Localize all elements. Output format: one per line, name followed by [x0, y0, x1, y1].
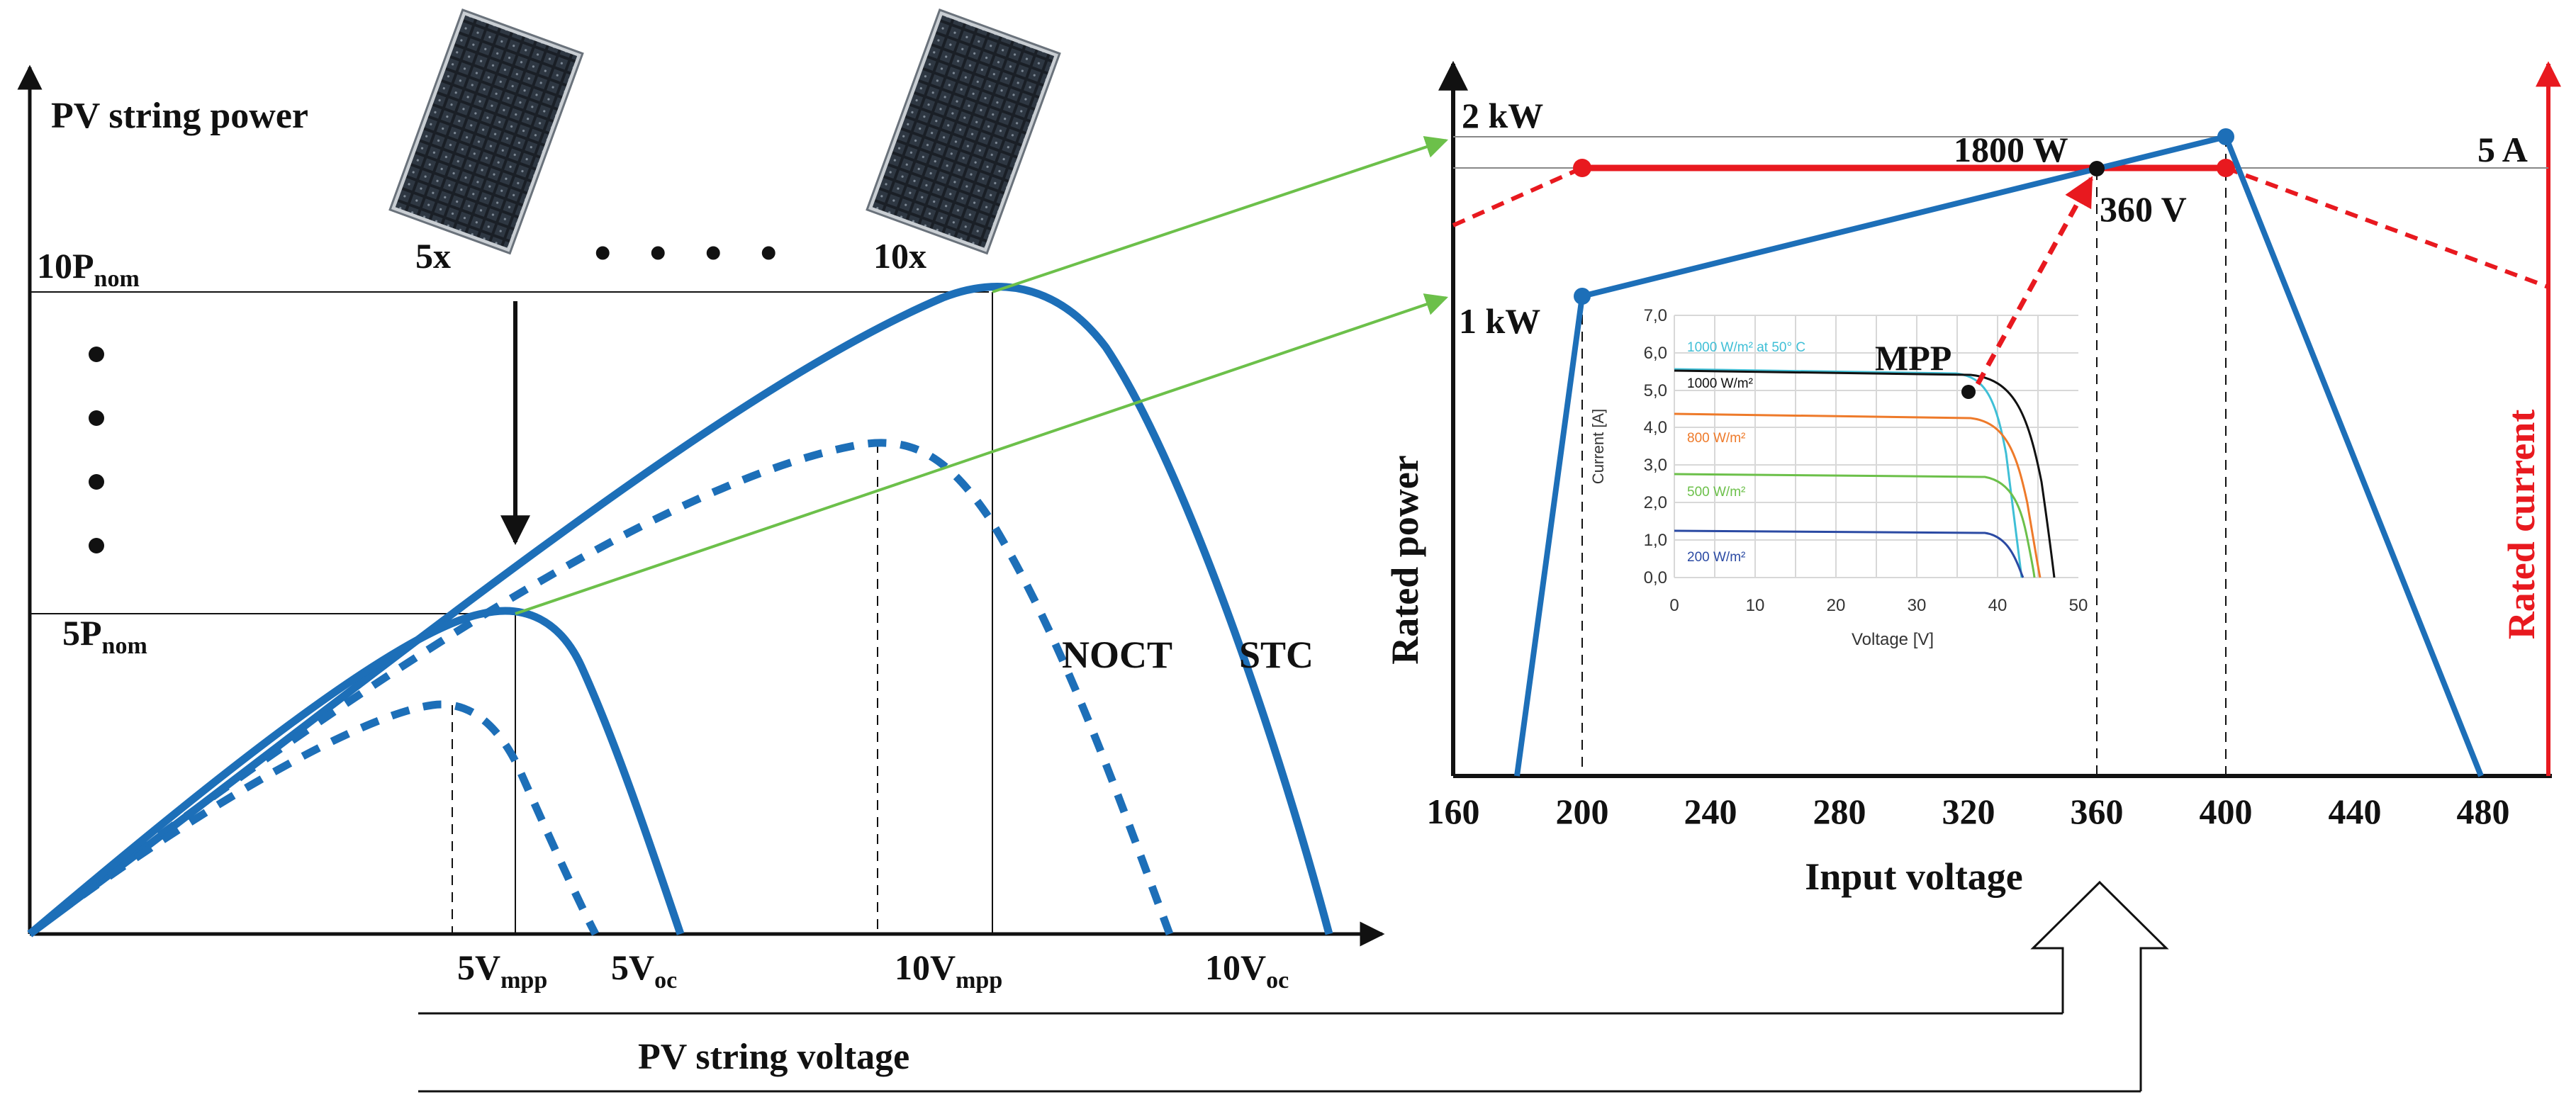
x-tick: 360	[2071, 792, 2124, 831]
x-tick: 320	[1942, 792, 1995, 831]
x-tick: 160	[1427, 792, 1480, 831]
ellipsis-dot	[89, 410, 104, 426]
panel-10x-label: 10x	[873, 236, 926, 276]
pv-panel-10x-icon	[866, 9, 1061, 255]
inset-background	[1623, 305, 2077, 652]
left-y-axis-label: PV string power	[51, 96, 308, 136]
x-tick: 200	[1556, 792, 1609, 831]
left-x-axis-label: PV string voltage	[638, 1037, 909, 1077]
inset-y-tick: 3,0	[1644, 456, 1667, 475]
inset-x-tick: 40	[1988, 596, 2007, 615]
legend-entry: 800 W/m²	[1687, 431, 1745, 446]
rated-current-dashed-left	[1452, 166, 1584, 227]
legend-entry: 500 W/m²	[1687, 485, 1745, 500]
inset-x-tick: 30	[1908, 596, 1927, 615]
label-1kw: 1 kW	[1459, 301, 1540, 341]
horizontal-ellipsis: • • • •	[594, 226, 790, 281]
inset-x-ticks: 0 10 20 30 40 50	[1669, 596, 2088, 615]
rated-power-curve	[1514, 133, 2484, 777]
input-voltage-up-arrow	[2030, 880, 2169, 1091]
inset-y-tick: 1,0	[1644, 531, 1667, 550]
noct-label: NOCT	[1062, 634, 1172, 676]
ellipsis-dot	[89, 538, 104, 553]
iv-curve-500	[1674, 473, 2036, 578]
x-tick: 480	[2457, 792, 2510, 831]
label-360v: 360 V	[2100, 189, 2187, 229]
inset-y-tick: 7,0	[1644, 306, 1667, 325]
power-point-200v	[1574, 288, 1591, 305]
iv-curve-800	[1674, 412, 2042, 578]
v5oc-label: 5Voc	[611, 947, 677, 994]
current-point-200v	[1573, 159, 1591, 177]
stc-5x-curve	[27, 607, 685, 938]
label-1800w: 1800 W	[1954, 130, 2068, 169]
inset-x-tick: 50	[2069, 596, 2088, 615]
right-chart: 2 kW 1 kW 1800 W 360 V 5 A Rated power R…	[1384, 60, 2561, 898]
inset-y-tick: 5,0	[1644, 381, 1667, 400]
ellipsis-dot	[89, 347, 104, 362]
inset-y-ticks: 7,0 6,0 5,0 4,0 3,0 2,0 1,0 0,0	[1644, 306, 1667, 587]
inset-y-tick: 2,0	[1644, 493, 1667, 512]
x-tick: 400	[2200, 792, 2253, 831]
label-5a: 5 A	[2477, 130, 2528, 169]
panel-5x-label: 5x	[415, 236, 451, 276]
v5mpp-label: 5Vmpp	[457, 947, 547, 994]
power-point-400v	[2217, 128, 2234, 145]
inset-y-tick: 4,0	[1644, 418, 1667, 437]
p10-label: 10Pnom	[37, 246, 140, 292]
inset-x-tick: 0	[1669, 596, 1679, 615]
ellipsis-dot	[89, 474, 104, 490]
legend-entry: 200 W/m²	[1687, 550, 1745, 565]
operating-point-360v	[2089, 161, 2105, 176]
mpp-label: MPP	[1875, 338, 1951, 378]
inset-xlabel: Voltage [V]	[1852, 630, 1934, 649]
inset-ylabel: Current [A]	[1589, 409, 1607, 484]
inset-iv-chart: 7,0 6,0 5,0 4,0 3,0 2,0 1,0 0,0 0 10 20 …	[1589, 305, 2088, 652]
label-2kw: 2 kW	[1462, 96, 1543, 135]
iv-curve-1000-50c	[1674, 368, 2023, 578]
inset-x-tick: 10	[1746, 596, 1765, 615]
inset-y-tick: 0,0	[1644, 568, 1667, 587]
rated-power-label: Rated power	[1384, 455, 1426, 664]
input-voltage-label: Input voltage	[1805, 855, 2023, 898]
legend-entry: 1000 W/m² at 50° C	[1687, 340, 1805, 355]
mpp-point	[1961, 385, 1976, 399]
legend-entry: 1000 W/m²	[1687, 376, 1753, 391]
x-tick: 280	[1813, 792, 1866, 831]
inset-legend: 1000 W/m² at 50° C 1000 W/m² 800 W/m² 50…	[1687, 340, 1805, 565]
rated-current-label: Rated current	[2500, 410, 2543, 639]
inset-y-tick: 6,0	[1644, 344, 1667, 363]
mapping-arrow-5x	[515, 293, 1449, 615]
noct-5x-curve	[27, 700, 599, 938]
mpp-to-operating-arrow	[1975, 176, 2094, 386]
rated-current-dashed-right	[2224, 166, 2550, 289]
noct-10x-curve	[27, 439, 1174, 938]
iv-curve-1000	[1674, 369, 2056, 578]
right-x-ticks: 160 200 240 280 320 360 400 440 480	[1427, 792, 2510, 831]
stc-label: STC	[1239, 634, 1314, 676]
left-chart: PV string power 10Pnom 5Pnom 5x 10x • • …	[17, 9, 2141, 1093]
x-tick: 240	[1684, 792, 1737, 831]
mapping-arrow-10x	[992, 135, 1449, 293]
p5-label: 5Pnom	[62, 613, 147, 659]
inset-x-tick: 20	[1827, 596, 1846, 615]
current-point-400v	[2217, 159, 2235, 177]
v10oc-label: 10Voc	[1205, 947, 1289, 994]
pv-panel-5x-icon	[388, 9, 584, 255]
stc-10x-curve	[27, 283, 1333, 938]
inset-grid	[1674, 315, 2078, 578]
x-tick: 440	[2329, 792, 2382, 831]
iv-curve-200	[1674, 529, 2025, 578]
v10mpp-label: 10Vmpp	[895, 947, 1002, 994]
